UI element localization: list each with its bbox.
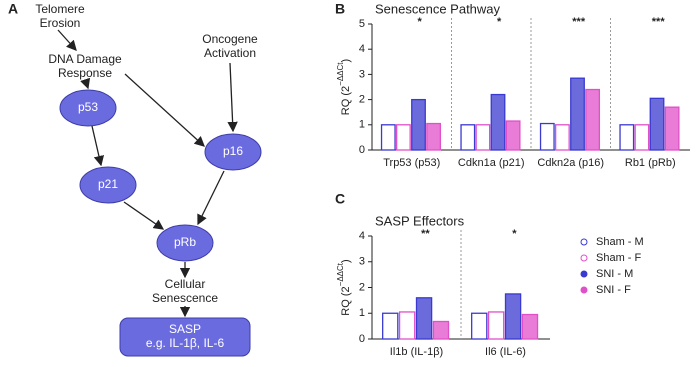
bar [570,77,585,151]
diagram-shapes [57,29,262,357]
significance: * [497,16,502,28]
y-tick-label: 1 [359,307,365,319]
y-label-sup: −ΔΔCt [336,262,345,286]
y-label-close: ) [340,259,352,263]
legend-marker [580,270,588,278]
node-label: e.g. IL-1β, IL-6 [146,336,225,350]
x-tick-label: Il1b (IL-1β) [390,346,443,358]
panel-label: A [8,1,18,17]
node-label: Oncogene [202,32,258,46]
y-label-text: RQ (2 [340,86,352,115]
legend-marker [580,254,588,262]
bar [504,293,522,340]
bar [415,297,433,340]
bar [380,124,396,151]
bar [554,124,570,151]
y-axis-label: RQ (2−ΔΔCt) [336,259,352,315]
y-label-close: ) [340,59,352,63]
panel-label: C [335,191,345,207]
significance: *** [652,16,666,28]
bar [460,124,476,151]
y-tick-label: 3 [359,68,365,80]
y-tick-label: 5 [359,18,365,30]
node-label: SASP [169,322,201,336]
bar [395,124,411,151]
y-label-text: RQ (2 [340,286,352,315]
chart-title: Senescence Pathway [375,1,501,16]
y-tick-label: 2 [359,94,365,106]
bar [487,311,505,340]
node-label: Response [58,66,112,80]
bar [490,93,506,151]
x-tick-label: Cdkn1a (p21) [458,157,525,169]
y-tick-label: 4 [359,43,365,55]
significance: ** [421,228,430,240]
significance: *** [572,16,586,28]
significance: * [418,16,423,28]
panel-label: B [335,1,345,17]
legend-label: SNI - F [596,284,631,296]
chart-title: SASP Effectors [375,213,465,228]
node-label: Telomere [35,2,85,16]
bar [585,88,601,151]
node-label: Erosion [40,16,81,30]
y-tick-label: 3 [359,256,365,268]
bar [505,120,521,151]
node-label: Activation [204,46,256,60]
node-label: Cellular [165,277,206,291]
node-label: Senescence [152,291,218,305]
bar [664,106,680,151]
bar [398,311,416,340]
bar [634,124,650,151]
x-tick-label: Rb1 (pRb) [625,157,676,169]
node-label: pRb [174,235,196,249]
node-label: DNA Damage [48,52,122,66]
y-tick-label: 0 [359,144,365,156]
bar [649,97,665,151]
y-label-sup: −ΔΔCt [336,62,345,86]
legend-label: SNI - M [596,268,633,280]
node-label: p53 [78,100,98,114]
bar [471,312,488,340]
y-tick-label: 4 [359,230,365,242]
node-label: p21 [98,177,118,191]
bar [426,122,442,151]
y-tick-label: 1 [359,119,365,131]
legend-label: Sham - M [596,236,644,248]
y-tick-label: 0 [359,333,365,345]
legend-marker [580,238,588,246]
bar [521,313,539,340]
bar [411,98,426,151]
x-tick-label: Il6 (IL-6) [485,346,526,358]
legend-marker [580,286,588,294]
x-tick-label: Cdkn2a (p16) [537,157,604,169]
x-tick-label: Trp53 (p53) [383,157,440,169]
bar [619,124,635,151]
legend-label: Sham - F [596,252,642,264]
bar [475,124,491,151]
y-tick-label: 2 [359,281,365,293]
bar [382,312,399,340]
y-axis-label: RQ (2−ΔΔCt) [336,59,352,115]
bar [539,122,555,151]
bar [432,320,450,340]
node-label: p16 [223,144,243,158]
significance: * [512,228,517,240]
